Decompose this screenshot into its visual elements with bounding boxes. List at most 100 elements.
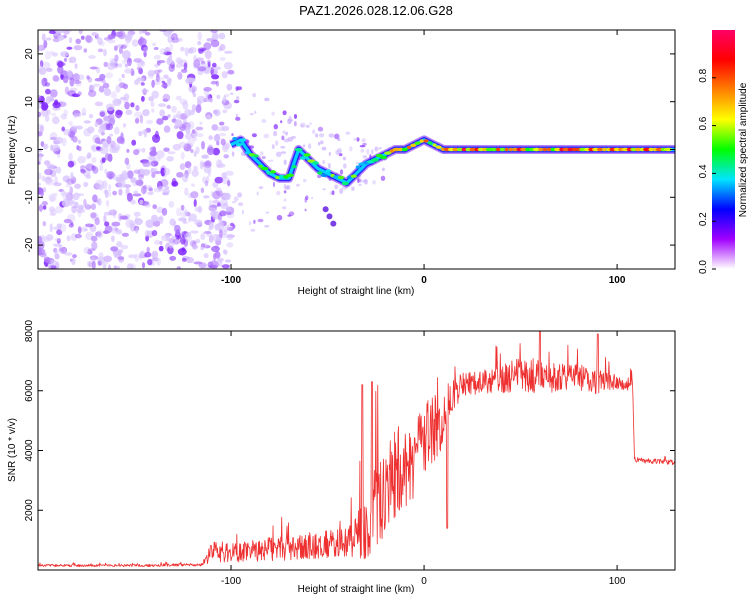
ridge-bead [384,151,392,155]
noise-blob [122,123,127,128]
noise-blob [225,207,232,212]
noise-blob [141,262,146,269]
ridge-bead [286,173,294,177]
noise-blob [85,154,91,160]
noise-blob [56,238,61,244]
noise-blob [233,99,240,104]
noise-blob [152,42,157,46]
colorbar-tick-label: 0.0 [698,260,709,274]
noise-blob [360,148,365,153]
noise-blob [109,133,113,137]
noise-blob [163,125,171,133]
noise-blob [54,237,62,242]
noise-blob [72,254,77,259]
noise-blob [141,95,145,102]
noise-blob [117,256,125,260]
noise-blob [371,149,374,155]
noise-blob [334,184,339,190]
noise-blob [55,136,63,144]
noise-blob [99,145,109,155]
noise-blob [207,115,211,119]
noise-blob [111,221,121,227]
noise-blob [148,72,154,79]
noise-blob [42,144,48,150]
noise-blob [135,228,139,234]
noise-blob [199,160,204,170]
noise-blob [195,238,201,244]
noise-blob [328,151,331,157]
ridge-bead [435,145,442,149]
colorbar: 0.0 0.2 0.4 0.6 0.8 Normalized spectral ampl… [698,30,749,274]
noise-blob [366,148,370,155]
noise-blob [106,199,110,207]
noise-blob [317,174,322,179]
noise-blob [280,145,286,149]
noise-blob [156,73,160,83]
noise-blob [120,244,129,250]
noise-blob [206,59,211,65]
noise-blob [152,156,161,162]
noise-blob [156,60,161,66]
noise-blob [168,201,175,208]
noise-blob [41,175,46,182]
noise-blob [334,133,340,140]
noise-blob [180,46,185,52]
noise-blob [84,228,88,232]
noise-blob [267,159,274,162]
noise-blob [89,85,96,90]
noise-blob [69,77,75,87]
noise-blob [143,203,152,208]
noise-blob [190,230,199,234]
spectrogram-y-axis-label: Frequency (Hz) [7,116,18,185]
noise-blob [119,215,128,220]
noise-blob [114,126,120,135]
noise-blob [60,51,69,57]
noise-blob [73,112,77,119]
noise-blob [183,143,192,152]
noise-blob [180,204,185,211]
noise-blob [38,67,47,75]
noise-blob [108,183,112,192]
noise-blob [97,48,104,53]
noise-blob [122,83,128,90]
noise-blob [188,166,192,175]
noise-blob [151,257,159,262]
noise-blob [84,204,92,210]
noise-blob [97,129,101,134]
noise-blob [358,178,362,183]
noise-blob [308,143,312,149]
noise-blob [123,184,132,188]
noise-blob [56,223,62,229]
noise-blob [194,130,199,134]
noise-blob [203,231,212,234]
noise-blob [103,61,109,68]
noise-blob [273,181,275,188]
noise-blob [276,190,281,196]
noise-blob [208,97,214,103]
noise-blob [45,178,54,186]
noise-blob [317,141,321,146]
ridge-bead [634,147,643,152]
noise-blob [193,165,198,171]
noise-blob [57,60,64,68]
noise-blob [67,191,72,195]
noise-blob [90,212,97,219]
noise-blob [229,92,234,95]
noise-blob [305,195,309,201]
noise-blob [192,243,198,250]
noise-blob [85,163,95,171]
noise-blob [162,188,170,194]
noise-blob [174,119,183,128]
noise-blob [141,185,147,195]
noise-blob [148,155,155,161]
noise-blob [190,191,199,199]
ridge-bead [490,147,498,152]
noise-blob [113,265,118,269]
noise-blob [122,59,129,65]
noise-blob [169,255,177,261]
noise-blob [40,189,44,197]
noise-blob [123,93,130,101]
noise-blob [235,116,241,121]
noise-blob [53,182,62,187]
noise-blob [121,232,129,237]
